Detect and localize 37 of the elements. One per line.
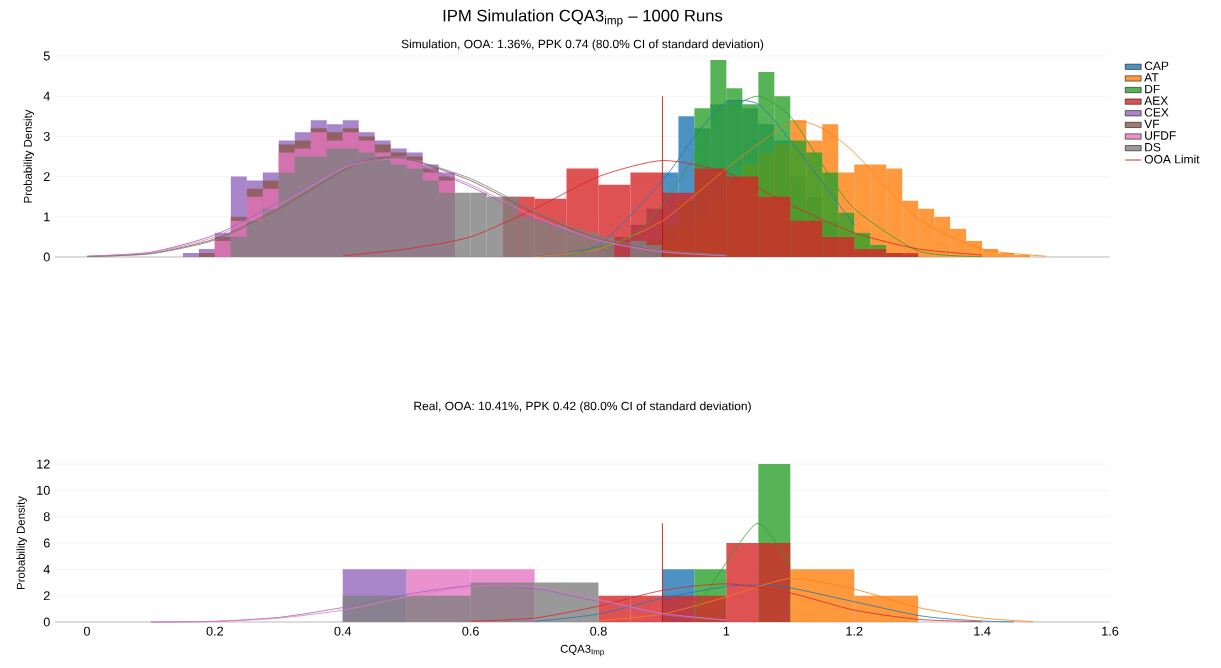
y-tick-label: 1 — [44, 212, 50, 222]
legend-label: UFDF — [1145, 131, 1176, 140]
legend-label: VF — [1144, 119, 1160, 129]
x-tick-label: 1.4 — [974, 626, 991, 636]
y-axis-title: Probability Density — [23, 109, 35, 203]
legend-label: DF — [1145, 84, 1160, 94]
x-tick-label: 1.6 — [1102, 626, 1119, 636]
y-tick-label: 6 — [43, 538, 50, 548]
x-tick-label: 0.4 — [334, 626, 352, 636]
y-tick-label: 0 — [43, 252, 50, 262]
x-tick-label: 0.2 — [206, 626, 224, 636]
chart-title: IPM Simulation CQA3$_{imp}$ – 1000 Runs — [443, 9, 723, 27]
x-tick-label: 0 — [83, 626, 90, 636]
x-axis-title: CQA3$_{Imp}$ — [560, 644, 604, 657]
y-tick-label: 2 — [43, 172, 50, 182]
x-tick-label: 0.8 — [590, 626, 607, 636]
y-tick-label: 3 — [43, 131, 50, 141]
legend-label: DS — [1145, 142, 1161, 152]
legend-label: CAP — [1144, 61, 1169, 71]
legend-label: AT — [1144, 73, 1159, 82]
x-tick-label: 0.6 — [462, 626, 479, 636]
y-tick-label: 0 — [43, 617, 50, 627]
y-tick-label: 5 — [43, 51, 50, 61]
chart-title: Real, OOA: 10.41%, PPK 0.42 (80.0% CI of standard deviation) — [414, 401, 751, 413]
y-tick-label: 4 — [43, 564, 50, 574]
x-tick-label: 1.2 — [846, 626, 863, 636]
y-tick-label: 2 — [43, 591, 50, 601]
x-tick-label: 1 — [723, 626, 730, 636]
y-axis-title: Probability Density — [16, 496, 28, 590]
legend-label: CEX — [1144, 108, 1169, 117]
y-tick-label: 4 — [43, 91, 50, 101]
legend-label: AEX — [1144, 96, 1168, 105]
legend-label: OOA Limit — [1144, 154, 1200, 164]
y-tick-label: 10 — [37, 485, 50, 495]
y-tick-label: 8 — [43, 512, 50, 522]
y-tick-label: 12 — [37, 459, 50, 469]
chart-subtitle: Simulation, OOA: 1.36%, PPK 0.74 (80.0% CI of standard deviation) — [401, 39, 764, 51]
